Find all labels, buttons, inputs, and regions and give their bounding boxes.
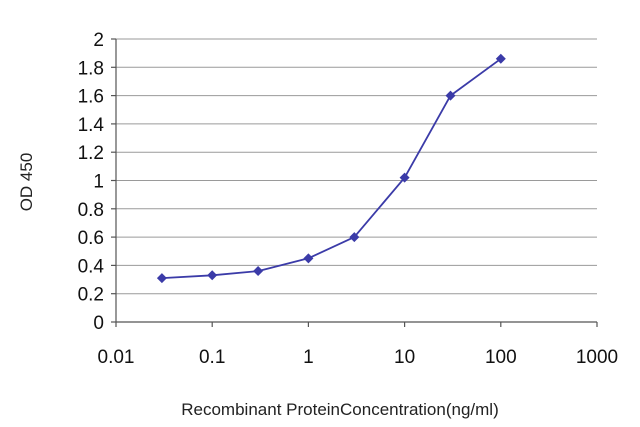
x-axis-title: Recombinant ProteinConcentration(ng/ml) [181, 400, 499, 419]
series-line-0 [161, 58, 502, 279]
x-axis-ticks: 0.01 0.1 1 10 100 1000 [98, 322, 618, 368]
data-point-0-2 [253, 266, 264, 277]
y-tick-label-8: 1.6 [78, 87, 104, 108]
x-tick-label-5: 1000 [576, 347, 618, 368]
data-point-0-7 [495, 53, 506, 64]
y-tick-label-7: 1.4 [78, 115, 105, 136]
x-tick-label-4: 100 [485, 347, 517, 368]
y-tick-label-10: 2 [93, 30, 104, 51]
series-layer [156, 53, 506, 284]
y-tick-label-3: 0.6 [78, 228, 104, 249]
y-tick-label-9: 1.8 [78, 58, 104, 79]
y-axis-ticks: 0 0.2 0.4 0.6 0.8 1 1.2 1.4 1.6 1.8 2 [78, 30, 116, 334]
data-point-0-5 [399, 172, 410, 183]
x-tick-label-1: 0.1 [199, 347, 225, 368]
data-point-0-3 [303, 253, 314, 264]
x-tick-label-3: 10 [394, 347, 415, 368]
x-tick-label-0: 0.01 [98, 347, 135, 368]
y-tick-label-0: 0 [93, 313, 104, 334]
y-tick-label-2: 0.4 [78, 256, 105, 277]
data-point-0-1 [207, 270, 218, 281]
y-tick-label-4: 0.8 [78, 200, 104, 221]
data-point-0-4 [349, 232, 360, 243]
data-point-0-6 [445, 90, 456, 101]
x-tick-label-2: 1 [303, 347, 314, 368]
y-tick-label-1: 0.2 [78, 285, 104, 306]
y-axis-title: OD 450 [17, 153, 36, 212]
y-tick-label-5: 1 [93, 172, 104, 193]
y-tick-label-6: 1.2 [78, 143, 104, 164]
data-point-0-0 [156, 273, 167, 284]
